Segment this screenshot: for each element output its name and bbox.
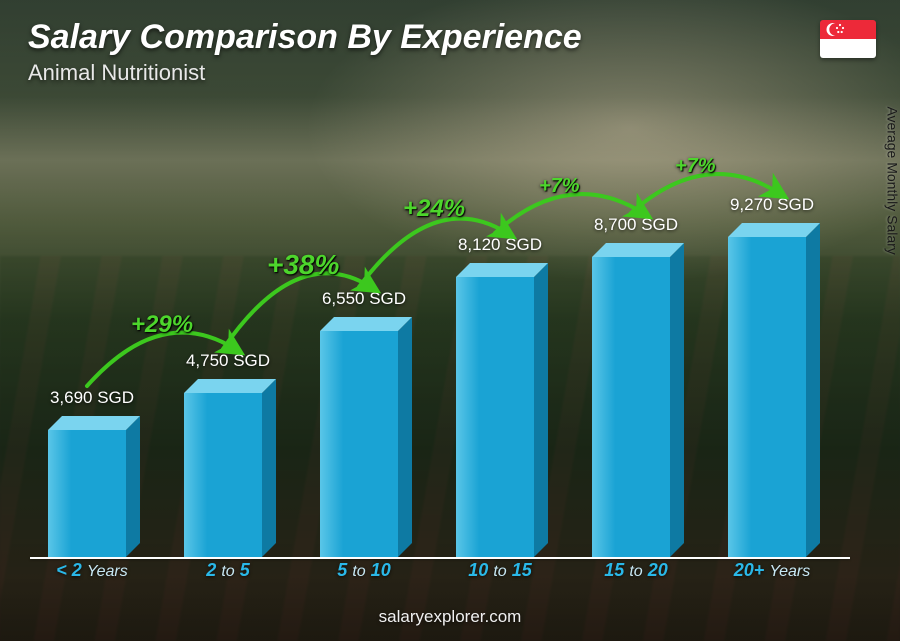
infographic-container: Salary Comparison By Experience Animal N… <box>0 0 900 641</box>
chart-area: 3,690 SGD< 2 Years4,750 SGD2 to 56,550 S… <box>30 120 850 581</box>
growth-arc-4-5 <box>30 120 850 581</box>
chart-subtitle: Animal Nutritionist <box>28 60 205 86</box>
y-axis-label: Average Monthly Salary <box>884 106 900 254</box>
growth-arc-label: +7% <box>675 155 716 178</box>
chart-title: Salary Comparison By Experience <box>28 18 582 57</box>
singapore-flag-icon <box>820 20 876 58</box>
source-footer: salaryexplorer.com <box>379 607 522 627</box>
